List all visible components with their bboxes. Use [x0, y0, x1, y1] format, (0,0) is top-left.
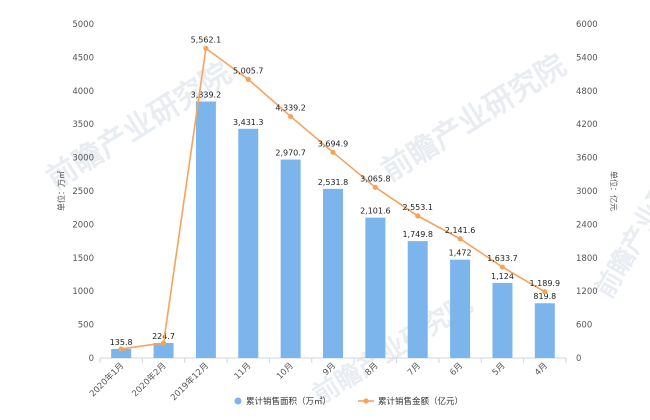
line-value-label: 3,694.9	[318, 139, 349, 148]
bar	[365, 217, 386, 358]
line-value-label: 2,553.1	[402, 203, 433, 212]
bar	[407, 241, 428, 358]
x-tick-label: 5月	[491, 361, 508, 378]
x-tick-label: 2020年2月	[130, 360, 169, 399]
bar	[492, 282, 513, 358]
line-point	[118, 346, 124, 352]
y-left-tick-label: 3500	[72, 120, 94, 130]
bar-labels-layer: 135.8 224.7 3,839.2 3,431.3 2,970.7 2,531.8 2,…	[110, 91, 557, 347]
y-right-tick-label: 5400	[576, 53, 598, 63]
line-point	[203, 45, 209, 51]
bar	[450, 259, 471, 358]
y-left-tick-label: 2500	[72, 187, 94, 197]
bar-value-label: 1,749.8	[402, 230, 433, 239]
x-tick-label: 2019年12月	[168, 360, 211, 403]
y-right-tick-label: 4800	[576, 87, 598, 97]
legend-bar-label: 累计销售面积（万㎡）	[246, 396, 331, 407]
y-right-tick-label: 2400	[576, 220, 598, 230]
y-right-axis-title: 单位：亿元	[609, 171, 619, 211]
bar	[195, 101, 216, 358]
legend-bar-marker	[234, 397, 242, 405]
line-value-label: 3,065.8	[360, 174, 391, 183]
legend-line-label: 累计销售金额（亿元）	[378, 396, 463, 407]
bar	[153, 342, 174, 358]
line-value-label: 2,141.6	[445, 226, 476, 235]
y-left-tick-label: 0	[89, 354, 94, 364]
bar	[534, 303, 555, 358]
watermark-text: 前瞻产业研究院	[376, 48, 573, 189]
x-tick-label: 11月	[233, 361, 254, 382]
bar-value-label: 2,101.6	[360, 207, 391, 216]
y-right-tick-label: 6000	[576, 20, 598, 30]
line-point	[245, 76, 251, 82]
bars-layer	[111, 101, 555, 358]
y-left-tick-label: 500	[78, 321, 94, 331]
y-left-tick-label: 4000	[72, 87, 94, 97]
line-point	[415, 213, 421, 219]
line-layer	[118, 45, 548, 352]
line-point	[372, 184, 378, 190]
bar-value-label: 3,839.2	[191, 91, 222, 100]
bar-value-label: 1,124	[491, 272, 514, 281]
line-value-label: 4,339.2	[275, 103, 306, 112]
line-point	[457, 236, 463, 242]
x-tick-label: 7月	[406, 361, 423, 378]
line-point	[288, 113, 294, 120]
axes-layer: 0 500 1000 1500 2000 2500 3000 3500 4000 4500 5000…	[56, 20, 619, 364]
y-left-tick-label: 1500	[72, 254, 94, 264]
y-left-tick-label: 5000	[72, 20, 94, 30]
y-right-tick-label: 1800	[576, 254, 598, 264]
y-right-tick-label: 0	[576, 354, 581, 364]
legend-line-dot	[363, 398, 369, 404]
bar-value-label: 819.8	[533, 292, 556, 301]
y-right-tick-label: 3000	[576, 187, 598, 197]
line-point	[160, 340, 167, 346]
line-value-label: 5,005.7	[233, 66, 264, 75]
x-tick-label: 2020年1月	[87, 360, 126, 399]
bar	[323, 188, 343, 358]
line-value-label: 1,189.9	[530, 279, 561, 288]
bar-value-label: 2,970.7	[275, 149, 306, 158]
line-point	[542, 289, 548, 295]
line-labels-layer: 5,562.1 5,005.7 4,339.2 3,694.9 3,065.8 2,553…	[191, 35, 560, 287]
bar-value-label: 2,531.8	[318, 178, 349, 187]
watermark-text: 前瞻产业研究院	[589, 130, 650, 303]
bar	[111, 348, 132, 358]
bar	[238, 128, 259, 358]
x-tick-label: 10月	[275, 361, 296, 382]
y-right-tick-label: 4200	[576, 120, 598, 130]
y-left-tick-label: 2000	[72, 220, 94, 230]
y-left-axis-title: 单位：万㎡	[56, 171, 66, 211]
bar-value-label: 1,472	[449, 249, 472, 258]
y-left-tick-label: 3000	[72, 154, 94, 164]
y-right-tick-label: 600	[576, 321, 592, 331]
y-left-tick-label: 1000	[72, 287, 94, 297]
bar-value-label: 135.8	[110, 338, 133, 347]
bar	[280, 159, 301, 358]
x-tick-label: 6月	[448, 361, 465, 378]
line-point	[499, 264, 506, 270]
line-value-label: 1,633.7	[487, 254, 518, 263]
line-point	[330, 149, 336, 155]
bar-value-label: 3,431.3	[233, 118, 264, 127]
line-value-label: 5,562.1	[191, 35, 222, 44]
y-left-tick-label: 4500	[72, 53, 94, 63]
x-tick-label: 4月	[533, 361, 550, 378]
y-right-tick-label: 1200	[576, 287, 598, 297]
y-right-tick-label: 3600	[576, 154, 598, 164]
bar-value-label: 224.7	[152, 332, 175, 341]
legend: 累计销售面积（万㎡） 累计销售金额（亿元）	[234, 396, 463, 407]
